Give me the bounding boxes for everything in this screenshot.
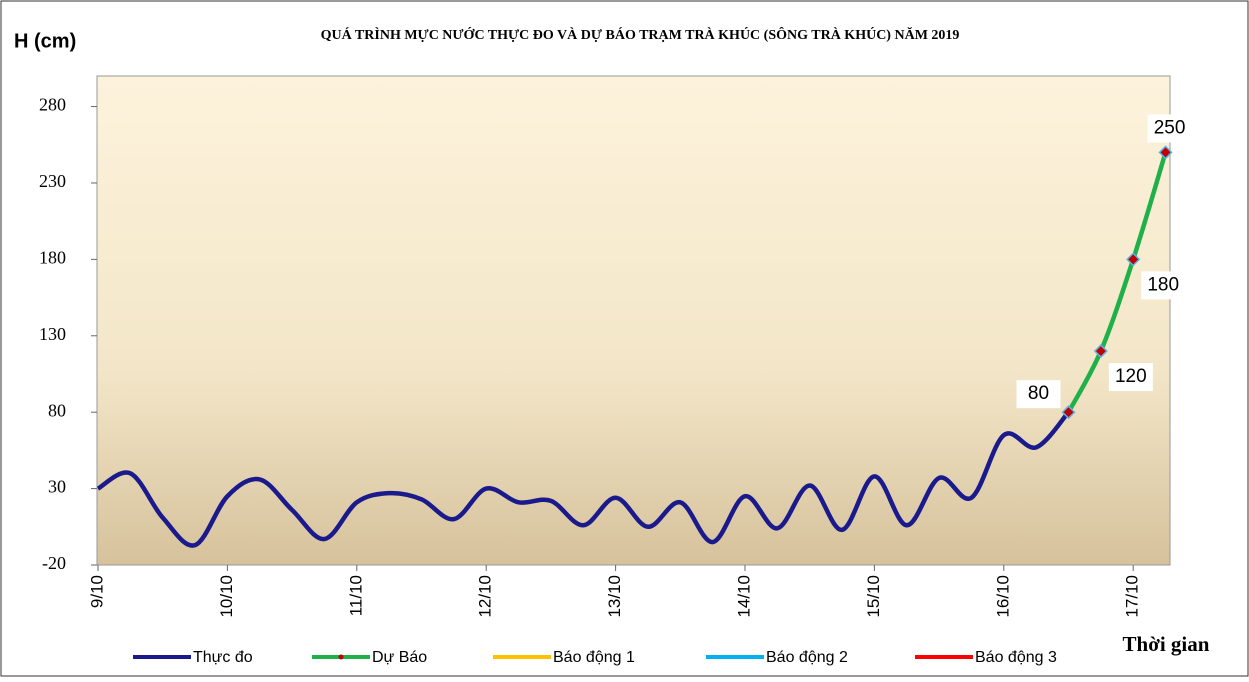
x-tick-label: 12/10 <box>476 575 495 618</box>
series-line <box>1066 151 1168 414</box>
y-tick-label: 180 <box>39 248 66 268</box>
x-tick-label: 11/10 <box>346 575 365 616</box>
plot-area <box>96 75 1171 566</box>
marker <box>1061 405 1076 420</box>
data-label-bg <box>1016 380 1061 409</box>
y-tick-label: 230 <box>39 171 66 191</box>
legend-label: Dự Báo <box>372 649 427 666</box>
x-tick-label: 10/10 <box>217 575 236 618</box>
data-label: 250 <box>1154 117 1186 138</box>
x-tick-label: 15/10 <box>864 575 883 618</box>
x-tick-label: 13/10 <box>605 575 624 618</box>
legend-label: Báo động 1 <box>553 649 635 666</box>
x-axis-label: Thời gian <box>1123 632 1210 656</box>
data-label: 120 <box>1115 366 1147 387</box>
data-label-bg <box>1141 271 1186 300</box>
y-tick-label: -20 <box>42 553 66 573</box>
x-tick-label: 14/10 <box>734 575 753 618</box>
x-tick-label: 9/10 <box>87 575 106 608</box>
legend-marker <box>338 654 344 660</box>
legend-label: Báo động 3 <box>975 649 1057 666</box>
x-tick-label: 17/10 <box>1123 575 1142 618</box>
data-label-bg <box>1108 363 1153 392</box>
y-tick-label: 130 <box>39 324 66 344</box>
marker <box>1158 145 1173 160</box>
legend-label: Thực đo <box>193 649 253 666</box>
series-line <box>96 410 1071 548</box>
marker <box>1126 252 1141 267</box>
y-tick-label: 30 <box>48 477 66 497</box>
y-axis-label: H (cm) <box>14 30 76 52</box>
data-label: 180 <box>1147 274 1179 295</box>
data-label-bg <box>1147 114 1192 143</box>
y-tick-label: 80 <box>48 400 66 420</box>
y-tick-label: 280 <box>39 95 66 115</box>
marker <box>1093 344 1108 359</box>
legend-label: Báo động 2 <box>766 649 848 666</box>
x-tick-label: 16/10 <box>993 575 1012 618</box>
chart-title: QUÁ TRÌNH MỰC NƯỚC THỰC ĐO VÀ DỰ BÁO TRẠ… <box>321 26 960 43</box>
data-label: 80 <box>1028 383 1049 404</box>
